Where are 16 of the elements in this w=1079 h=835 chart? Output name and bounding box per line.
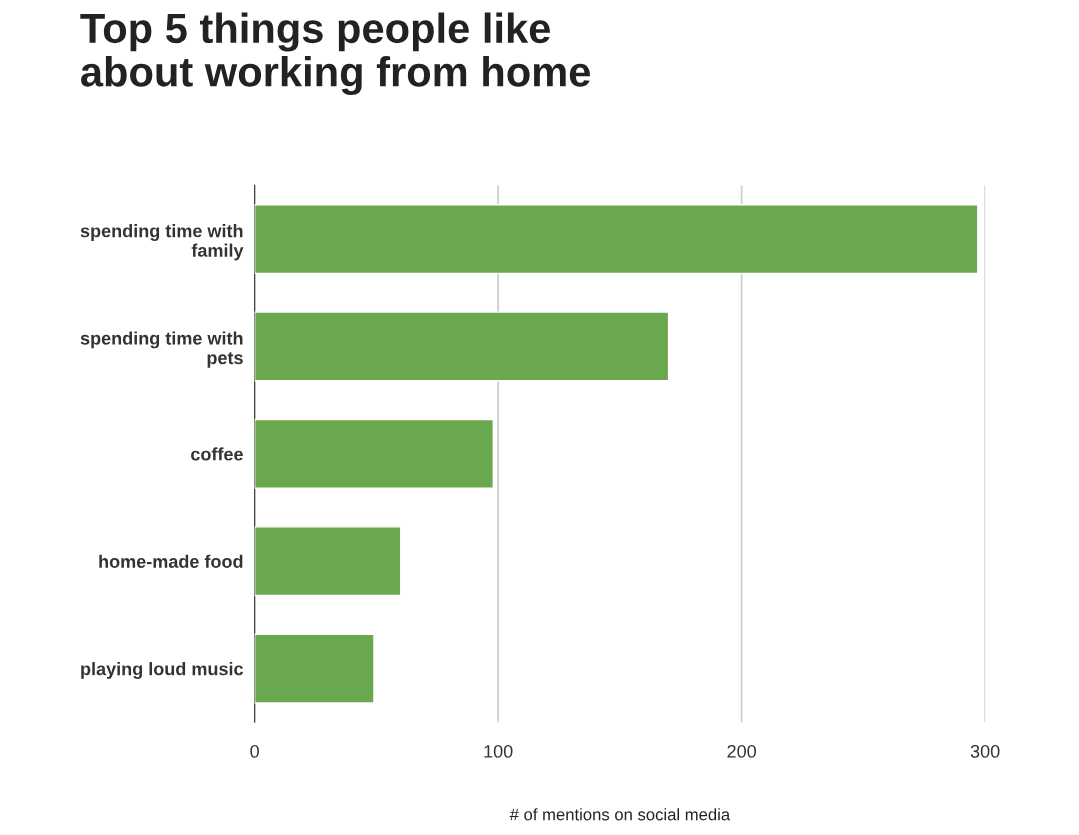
x-tick-label: 300 bbox=[970, 744, 1000, 758]
chart-title: Top 5 things people like about working from home bbox=[80, 12, 590, 96]
y-tick-label: spending time with family bbox=[80, 224, 244, 261]
bar bbox=[254, 633, 375, 704]
x-tick-label: 0 bbox=[250, 744, 259, 758]
x-axis-title: # of mentions on social media bbox=[509, 808, 731, 821]
bar bbox=[254, 418, 494, 489]
y-tick-label: spending time with pets bbox=[80, 331, 243, 368]
bar bbox=[254, 311, 670, 382]
y-tick-label: home-made food bbox=[99, 554, 243, 568]
y-tick-label: playing loud music bbox=[81, 662, 244, 679]
x-tick-label: 100 bbox=[484, 744, 513, 758]
bar bbox=[254, 526, 402, 597]
x-tick-label: 200 bbox=[727, 744, 756, 758]
bar bbox=[254, 204, 979, 275]
y-tick-label: coffee bbox=[191, 447, 243, 461]
